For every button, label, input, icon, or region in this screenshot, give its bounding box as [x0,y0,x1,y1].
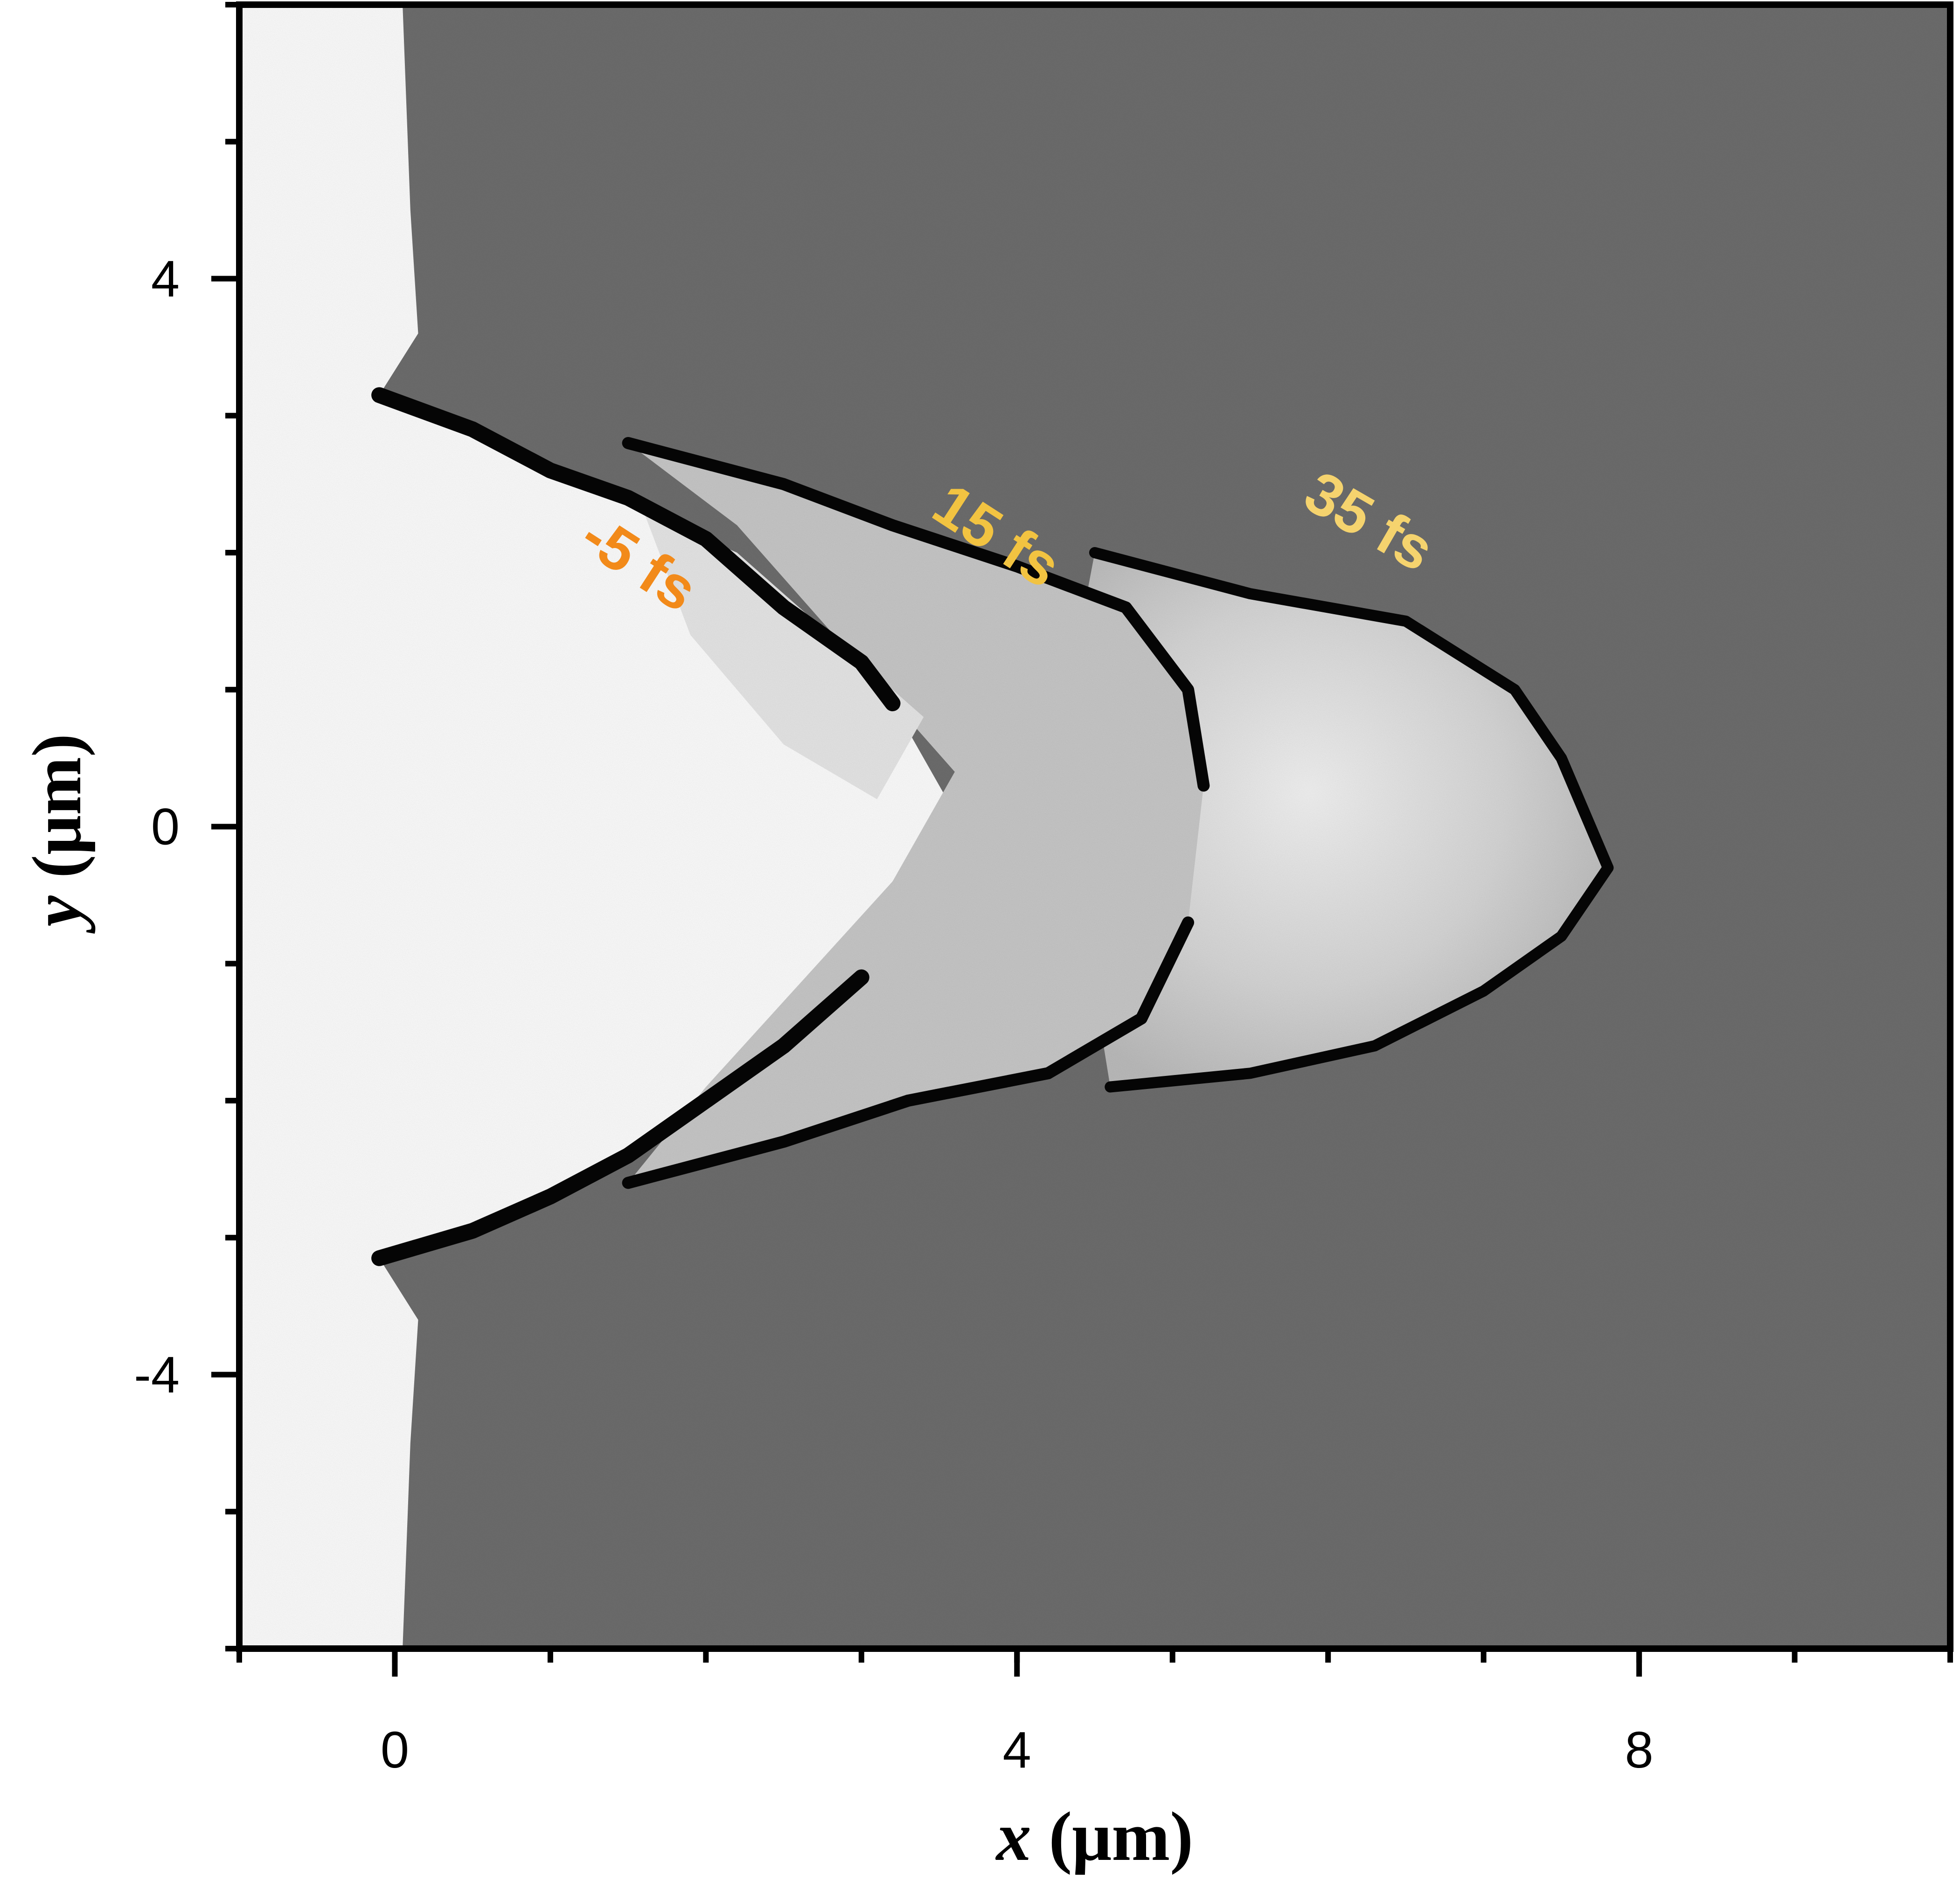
heatmap-image [239,5,1950,1649]
noise-texture [239,5,1950,1649]
front-curve-lower [1105,862,1614,1093]
x-tick-label: 4 [1003,1721,1031,1779]
y-axis-variable: y [18,895,96,934]
front-curve-upper [371,387,901,712]
x-axis-variable: x [995,1798,1031,1875]
x-axis-title: x (μm) [995,1798,1193,1875]
front-curve-upper [622,437,1210,792]
front-curve-lower [371,969,869,1266]
y-tick-label: 0 [151,798,180,856]
x-axis-unit: (μm) [1031,1798,1193,1875]
front-curves [371,387,1614,1266]
x-tick-label: 0 [381,1721,409,1779]
y-axis-unit: (μm) [18,734,96,895]
front-curve-lower [622,916,1195,1189]
y-axis-title: y (μm) [18,734,96,934]
x-tick-label: 8 [1625,1721,1653,1779]
y-axis-ticks: 4 0 -4 [134,2,239,1651]
front-curve-upper [1089,547,1614,874]
x-axis-ticks: 0 4 8 [236,1649,1953,1779]
y-tick-label: 4 [151,250,180,308]
y-tick-label: -4 [134,1346,180,1404]
